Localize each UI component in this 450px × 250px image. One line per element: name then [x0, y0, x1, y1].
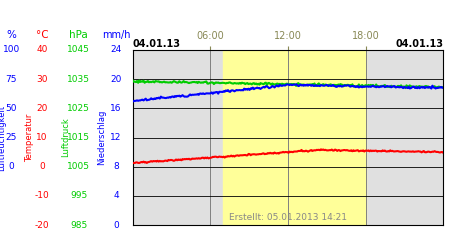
Text: 75: 75 [5, 75, 17, 84]
Text: 4: 4 [113, 191, 119, 200]
Text: 24: 24 [111, 46, 122, 54]
Text: 1025: 1025 [68, 104, 90, 113]
Text: 0: 0 [113, 220, 119, 230]
Text: °C: °C [36, 30, 48, 40]
Text: 16: 16 [110, 104, 122, 113]
Text: 12: 12 [110, 133, 122, 142]
Text: Temperatur: Temperatur [25, 113, 34, 162]
Text: mm/h: mm/h [102, 30, 130, 40]
Text: hPa: hPa [69, 30, 88, 40]
Text: 1015: 1015 [67, 133, 90, 142]
Text: Erstellt: 05.01.2013 14:21: Erstellt: 05.01.2013 14:21 [229, 214, 347, 222]
Text: Niederschlag: Niederschlag [97, 110, 106, 165]
Text: Luftfeuchtigkeit: Luftfeuchtigkeit [0, 104, 6, 170]
Text: 1045: 1045 [68, 46, 90, 54]
Text: 40: 40 [36, 46, 48, 54]
Text: -20: -20 [35, 220, 49, 230]
Text: 1035: 1035 [67, 75, 90, 84]
Text: 1005: 1005 [67, 162, 90, 171]
Text: 8: 8 [113, 162, 119, 171]
Text: %: % [6, 30, 16, 40]
Text: 985: 985 [70, 220, 87, 230]
Text: 20: 20 [36, 104, 48, 113]
Text: 30: 30 [36, 75, 48, 84]
Text: Luftdruck: Luftdruck [61, 118, 70, 158]
Bar [223, 50, 365, 225]
Text: 0: 0 [39, 162, 45, 171]
Text: 04.01.13: 04.01.13 [395, 39, 443, 49]
Text: -10: -10 [35, 191, 49, 200]
Text: 50: 50 [5, 104, 17, 113]
Text: 995: 995 [70, 191, 87, 200]
Text: 10: 10 [36, 133, 48, 142]
Text: 0: 0 [9, 162, 14, 171]
Text: 100: 100 [3, 46, 20, 54]
Text: 20: 20 [110, 75, 122, 84]
Text: 04.01.13: 04.01.13 [133, 39, 181, 49]
Text: 25: 25 [5, 133, 17, 142]
